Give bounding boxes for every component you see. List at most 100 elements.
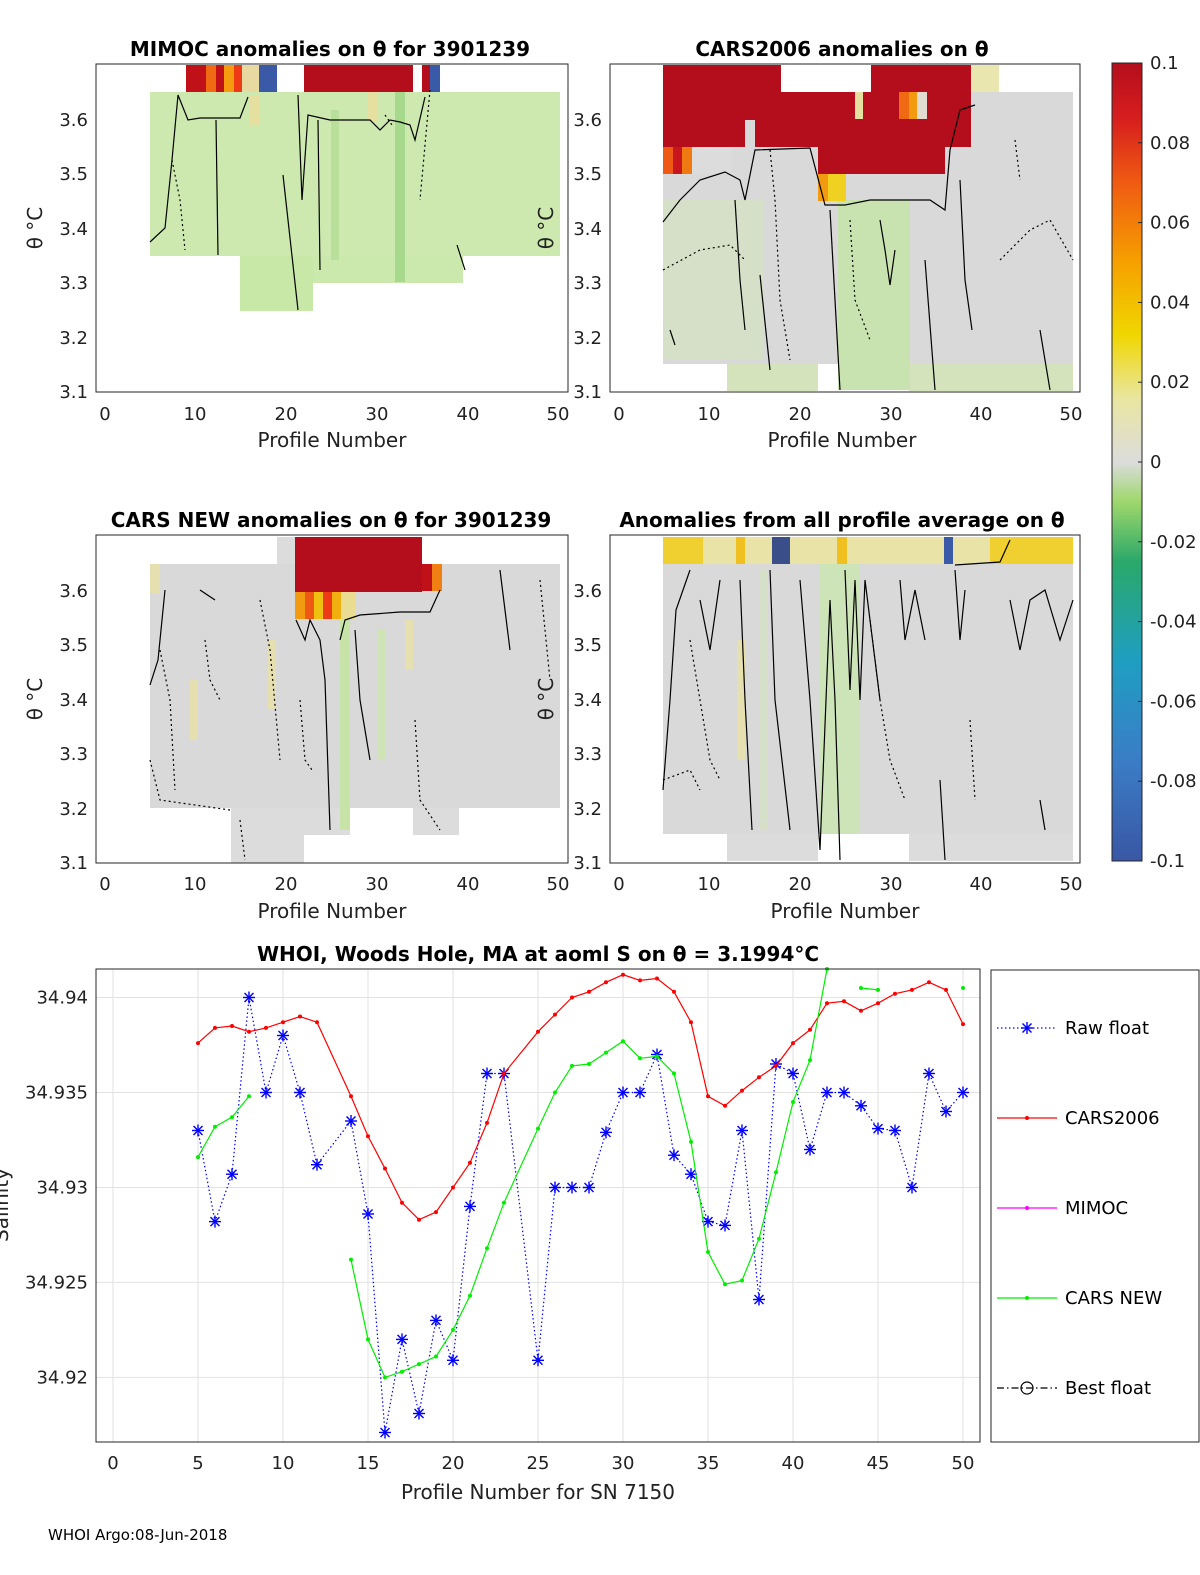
- panel-cars2006: CARS2006 anomalies on θ: [534, 37, 1082, 452]
- data-point-cars2006: [689, 1020, 693, 1025]
- data-point-cars2006: [315, 1020, 319, 1025]
- data-point-cars2006: [485, 1120, 489, 1125]
- data-point-cars2006: [587, 989, 591, 994]
- panel-average-heatmap: [663, 537, 1073, 861]
- data-point-cars-new: [689, 1139, 693, 1144]
- panel-carsnew-xticks: 0 10 20 30 40 50: [99, 874, 569, 895]
- svg-text:10: 10: [698, 874, 721, 895]
- data-point-cars-new: [247, 1094, 251, 1099]
- y-tick-label: 34.935: [25, 1082, 88, 1103]
- svg-text:50: 50: [1060, 404, 1083, 425]
- data-point-raw-float: [260, 1086, 272, 1099]
- data-point-cars-new: [366, 1337, 370, 1342]
- svg-text:30: 30: [880, 874, 903, 895]
- data-point-cars-new: [587, 1062, 591, 1066]
- data-point-cars2006: [604, 980, 608, 985]
- panel-cars2006-yticks: 3.1 3.2 3.3 3.4 3.5 3.6: [573, 110, 602, 403]
- data-point-cars2006: [451, 1185, 455, 1190]
- legend-entry-cars2006: CARS2006: [997, 1108, 1160, 1129]
- svg-text:20: 20: [275, 874, 298, 895]
- data-point-raw-float: [396, 1333, 408, 1346]
- data-point-raw-float: [634, 1086, 646, 1099]
- svg-text:3.6: 3.6: [573, 581, 602, 602]
- data-point-raw-float: [668, 1149, 680, 1162]
- x-tick-label: 40: [782, 1453, 805, 1474]
- data-point-raw-float: [685, 1168, 697, 1181]
- data-point-cars2006: [196, 1041, 200, 1046]
- svg-text:20: 20: [789, 404, 812, 425]
- data-point-cars-new: [621, 1039, 625, 1044]
- legend-label-best-float: Best float: [1065, 1378, 1151, 1399]
- series-raw-float: [192, 991, 969, 1439]
- data-point-raw-float: [838, 1086, 850, 1099]
- data-point-raw-float: [821, 1086, 833, 1099]
- panel-mimoc-xticks: 0 10 20 30 40 50: [99, 404, 569, 425]
- data-point-cars-new: [434, 1354, 438, 1359]
- salinity-chart-ylabel: Salinity: [0, 1168, 13, 1242]
- data-point-raw-float: [719, 1219, 731, 1232]
- series-cars-new: [196, 967, 965, 1380]
- colorbar-tick-label: 0.08: [1150, 133, 1190, 154]
- svg-text:3.2: 3.2: [59, 328, 88, 349]
- data-point-raw-float: [872, 1122, 884, 1135]
- data-point-raw-float: [464, 1200, 476, 1213]
- panel-cars2006-xticks: 0 10 20 30 40 50: [613, 404, 1082, 425]
- svg-text:3.2: 3.2: [573, 799, 602, 820]
- svg-text:3.6: 3.6: [59, 110, 88, 131]
- panel-carsnew-ylabel: θ °C: [23, 678, 47, 721]
- data-point-cars-new: [604, 1050, 608, 1055]
- data-point-raw-float: [940, 1105, 952, 1118]
- svg-text:20: 20: [275, 404, 298, 425]
- data-point-cars-new: [468, 1293, 472, 1298]
- data-point-cars2006: [791, 1041, 795, 1046]
- panel-average-ylabel: θ °C: [534, 678, 558, 721]
- data-point-raw-float: [600, 1126, 612, 1139]
- data-point-raw-float: [566, 1181, 578, 1194]
- panel-cars2006-axes: [609, 63, 1081, 393]
- y-tick-label: 34.92: [36, 1367, 88, 1388]
- data-point-cars2006: [893, 991, 897, 996]
- x-tick-label: 30: [612, 1453, 635, 1474]
- data-point-cars-new: [196, 1155, 200, 1160]
- data-point-cars-new: [451, 1327, 455, 1332]
- data-point-raw-float: [430, 1314, 442, 1327]
- svg-text:30: 30: [366, 874, 389, 895]
- data-point-cars2006: [808, 1027, 812, 1032]
- legend-label-cars2006: CARS2006: [1065, 1108, 1160, 1129]
- data-point-cars2006: [383, 1166, 387, 1171]
- colorbar-tick-label: -0.08: [1150, 771, 1197, 792]
- data-point-raw-float: [362, 1208, 374, 1220]
- x-tick-label: 5: [192, 1453, 203, 1474]
- footer-credit: WHOI Argo:08-Jun-2018: [48, 1526, 228, 1544]
- data-point-cars-new: [740, 1278, 744, 1283]
- panel-mimoc-axes: [95, 63, 569, 393]
- data-point-cars2006: [281, 1020, 285, 1025]
- svg-text:0: 0: [99, 874, 110, 895]
- svg-text:30: 30: [880, 404, 903, 425]
- data-point-raw-float: [583, 1181, 595, 1194]
- colorbar-gradient: [1111, 62, 1143, 862]
- legend-entry-mimoc: MIMOC: [997, 1198, 1128, 1219]
- data-point-raw-float: [192, 1124, 204, 1137]
- y-tick-label: 34.94: [36, 987, 88, 1008]
- series-line-cars-new: [350, 968, 828, 1379]
- salinity-chart-xticks: 0 5 10 15 20 25 30 35 40 45 50: [107, 1453, 974, 1474]
- data-point-cars-new: [417, 1362, 421, 1367]
- data-point-cars2006: [621, 972, 625, 977]
- svg-text:3.1: 3.1: [59, 853, 88, 874]
- colorbar-tick-label: -0.06: [1150, 691, 1197, 712]
- legend-entry-cars-new: CARS NEW: [997, 1288, 1162, 1309]
- data-point-raw-float: [379, 1426, 391, 1439]
- data-point-cars2006: [570, 995, 574, 1000]
- data-point-cars2006: [349, 1094, 353, 1099]
- data-point-cars2006: [213, 1025, 217, 1030]
- salinity-chart-legend: Raw float CARS2006 MIMOC CARS NEW Best f: [990, 969, 1200, 1443]
- legend-entry-raw-float: Raw float: [997, 1018, 1149, 1039]
- data-point-cars-new: [383, 1375, 387, 1380]
- circle-marker-icon: [1020, 1381, 1034, 1395]
- svg-text:3.4: 3.4: [59, 219, 88, 240]
- data-point-cars2006: [706, 1094, 710, 1099]
- svg-text:3.1: 3.1: [573, 853, 602, 874]
- dot-marker-icon: [1025, 1206, 1029, 1210]
- svg-text:3.6: 3.6: [59, 581, 88, 602]
